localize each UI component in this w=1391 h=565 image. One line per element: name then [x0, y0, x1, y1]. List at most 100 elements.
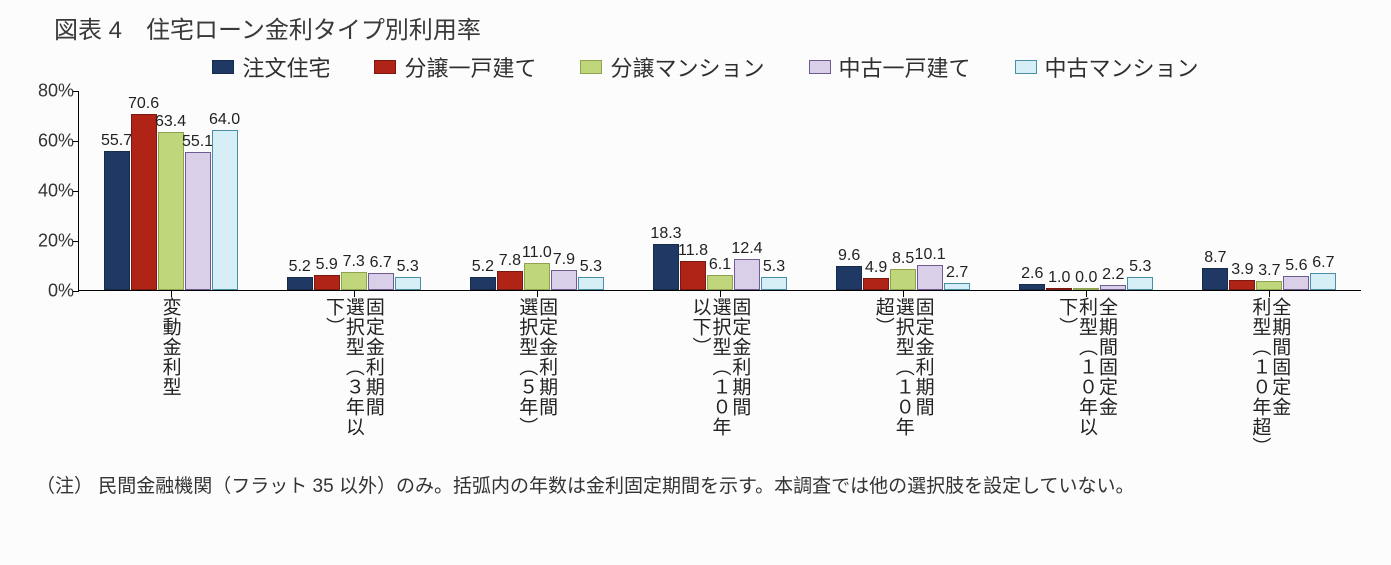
chart-footnote: （注） 民間金融機関（フラット 35 以外）のみ。括弧内の年数は金利固定期間を示… [36, 471, 1361, 498]
legend-item: 分譲一戸建て [374, 51, 536, 83]
bar-value-label: 5.9 [316, 256, 338, 276]
x-label: 超）選択型（１０年固定金利期間 [811, 297, 994, 457]
bar-value-label: 7.8 [499, 252, 521, 272]
bar: 70.6 [131, 114, 157, 291]
bar: 5.3 [761, 277, 787, 290]
bar: 63.4 [158, 132, 184, 291]
legend-swatch [212, 60, 234, 74]
legend-swatch [374, 60, 396, 74]
x-label-line: 以下） [690, 297, 710, 457]
bar-value-label: 4.9 [865, 259, 887, 279]
bar: 11.8 [680, 261, 706, 291]
bar: 5.3 [578, 277, 604, 290]
bar: 55.1 [185, 152, 211, 290]
bar-value-label: 6.7 [1312, 254, 1334, 274]
x-label-line: 固定金利期間 [363, 297, 383, 457]
bar-value-label: 9.6 [838, 247, 860, 267]
x-label-line: 全期間固定金 [1096, 297, 1116, 457]
legend-label: 中古一戸建て [839, 51, 971, 83]
bar-value-label: 7.9 [553, 251, 575, 271]
y-tick-label: 80% [38, 81, 74, 102]
x-tick-mark [1269, 290, 1270, 297]
x-label-line: 全期間固定金 [1269, 297, 1289, 457]
bar-value-label: 5.3 [397, 258, 419, 278]
bar-value-label: 64.0 [209, 111, 240, 131]
bar-value-label: 8.5 [892, 250, 914, 270]
bar: 55.7 [104, 151, 130, 290]
bar-value-label: 3.7 [1258, 262, 1280, 282]
bar: 5.2 [470, 277, 496, 290]
bar-value-label: 2.6 [1021, 265, 1043, 285]
bar-group: 5.27.811.07.95.3 [445, 91, 628, 290]
bar: 6.7 [1310, 273, 1336, 290]
x-label: 選択型（５年）固定金利期間 [445, 297, 628, 457]
bar-group: 55.770.663.455.164.0 [79, 91, 262, 290]
bar: 12.4 [734, 259, 760, 290]
x-label-line: 選択型（３年以 [343, 297, 363, 457]
bar-group: 9.64.98.510.12.7 [812, 91, 995, 290]
bar: 7.9 [551, 270, 577, 290]
bar-value-label: 18.3 [650, 225, 681, 245]
bar: 7.3 [341, 272, 367, 290]
bar-value-label: 5.3 [580, 258, 602, 278]
x-label-line: 超） [873, 297, 893, 457]
bar-value-label: 55.7 [101, 132, 132, 152]
y-axis: 0%20%40%60%80% [18, 91, 76, 291]
bar-value-label: 5.2 [289, 258, 311, 278]
bar-value-label: 11.8 [678, 242, 708, 262]
plot-area: 55.770.663.455.164.05.25.97.36.75.35.27.… [78, 91, 1361, 291]
bar: 9.6 [836, 266, 862, 290]
bar-value-label: 55.1 [182, 133, 213, 153]
legend-item: 中古一戸建て [809, 51, 971, 83]
bar: 2.6 [1019, 284, 1045, 291]
legend-swatch [809, 60, 831, 74]
x-label-line: 下） [1056, 297, 1076, 457]
y-tick-label: 0% [48, 281, 74, 302]
bar: 8.7 [1202, 268, 1228, 290]
bar: 4.9 [863, 278, 889, 290]
x-label: 変動金利型 [78, 297, 261, 457]
bar: 10.1 [917, 265, 943, 290]
bar: 5.2 [287, 277, 313, 290]
x-label-line: 選択型（１０年 [710, 297, 730, 457]
x-label-line: 固定金利期間 [913, 297, 933, 457]
x-label-line: 利型（１０年以 [1076, 297, 1096, 457]
x-label-line: 選択型（１０年 [893, 297, 913, 457]
bar: 3.9 [1229, 280, 1255, 290]
bar-group: 5.25.97.36.75.3 [262, 91, 445, 290]
y-tick-label: 20% [38, 231, 74, 252]
x-tick-mark [354, 290, 355, 297]
bar-value-label: 5.3 [763, 258, 785, 278]
bar: 18.3 [653, 244, 679, 290]
legend-swatch [1015, 60, 1037, 74]
x-label-line: 固定金利期間 [536, 297, 556, 457]
x-label: 下）選択型（３年以固定金利期間 [261, 297, 444, 457]
bar-value-label: 11.0 [522, 244, 552, 264]
legend-item: 注文住宅 [212, 51, 330, 83]
y-tick-label: 40% [38, 181, 74, 202]
legend-label: 中古マンション [1045, 51, 1199, 83]
bar: 2.2 [1100, 285, 1126, 291]
bar-group: 8.73.93.75.66.7 [1178, 91, 1361, 290]
bar-group: 2.61.00.02.25.3 [995, 91, 1178, 290]
chart: 0%20%40%60%80% 55.770.663.455.164.05.25.… [78, 91, 1361, 457]
bar-value-label: 1.0 [1048, 269, 1070, 289]
x-label-line: 変動金利型 [160, 297, 180, 457]
bar-value-label: 2.7 [946, 264, 968, 284]
legend-label: 注文住宅 [242, 51, 330, 83]
legend: 注文住宅分譲一戸建て分譲マンション中古一戸建て中古マンション [50, 51, 1361, 83]
bar-value-label: 0.0 [1075, 269, 1097, 289]
x-label: 利型（１０年超）全期間固定金 [1178, 297, 1361, 457]
bar-value-label: 6.1 [709, 256, 731, 276]
bar-group: 18.311.86.112.45.3 [628, 91, 811, 290]
bar: 7.8 [497, 271, 523, 291]
bar: 5.3 [395, 277, 421, 290]
bar-value-label: 3.9 [1231, 261, 1253, 281]
x-tick-mark [720, 290, 721, 297]
bar: 5.3 [1127, 277, 1153, 290]
bar-value-label: 5.2 [472, 258, 494, 278]
bar-value-label: 5.6 [1285, 257, 1307, 277]
x-label-line: 利型（１０年超） [1249, 297, 1269, 457]
bar: 5.9 [314, 275, 340, 290]
x-label-line: 固定金利期間 [729, 297, 749, 457]
